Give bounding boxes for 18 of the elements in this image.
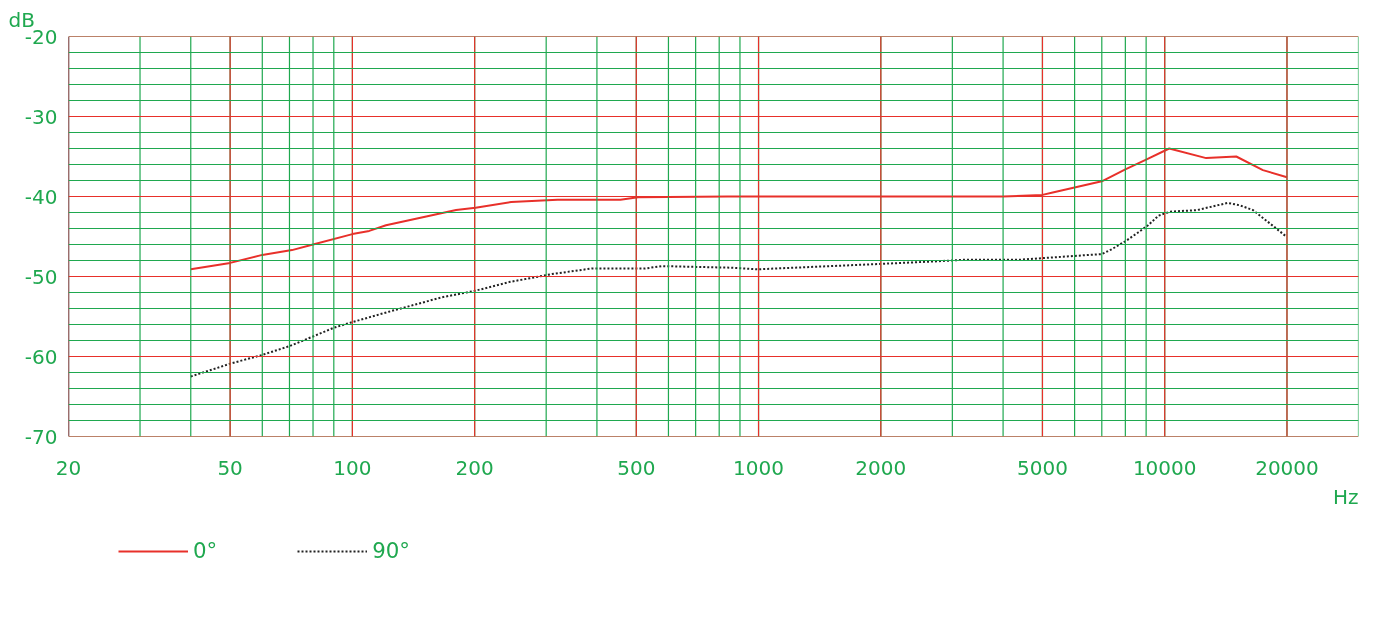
x-tick-label: 5000 <box>1017 455 1068 480</box>
legend-label: 90° <box>372 538 411 563</box>
y-tick-label: -30 <box>24 104 58 129</box>
x-tick-label: 10000 <box>1132 455 1197 480</box>
y-tick-label: -40 <box>24 184 58 209</box>
x-tick-label: 50 <box>217 455 243 480</box>
x-tick-label: 20 <box>55 455 82 480</box>
y-tick-label: -60 <box>24 344 58 369</box>
x-tick-label: 100 <box>333 455 372 480</box>
x-axis-title: Hz <box>1332 484 1359 509</box>
x-tick-label: 1000 <box>733 455 785 480</box>
y-tick-label: -70 <box>24 424 58 449</box>
y-tick-label: -50 <box>24 264 58 289</box>
x-tick-label: 2000 <box>855 455 907 480</box>
x-tick-label: 200 <box>455 455 494 480</box>
x-tick-label: 500 <box>617 455 656 480</box>
x-tick-label: 20000 <box>1255 455 1319 480</box>
legend-label: 0° <box>193 538 218 563</box>
